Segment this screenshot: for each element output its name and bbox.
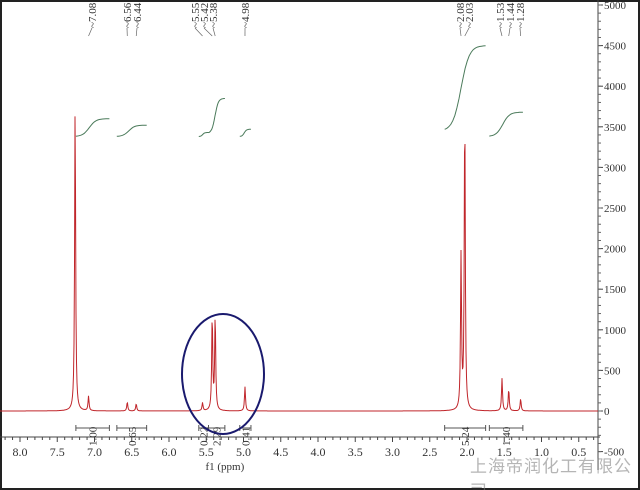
- y-tick-label: 1500: [604, 284, 627, 296]
- peak-label: ~6.56: [122, 2, 134, 28]
- integral-curve: [239, 128, 251, 137]
- integral-label: 0.65: [127, 426, 139, 446]
- x-tick-label: 6.0: [162, 445, 177, 459]
- integral-label: 2.29: [212, 426, 224, 446]
- peak-label: ~1.28: [515, 2, 527, 28]
- x-tick-label: 5.0: [236, 445, 251, 459]
- y-tick-label: 2000: [604, 244, 627, 256]
- peak-label: ~4.98: [240, 2, 252, 28]
- x-tick-label: 3.5: [348, 445, 363, 459]
- x-tick-label: 8.0: [13, 445, 28, 459]
- integral-label: 1.40: [501, 426, 513, 446]
- y-tick-label: 4000: [604, 81, 627, 93]
- y-tick-label: 0: [604, 406, 610, 418]
- x-tick-label: 0.5: [571, 445, 586, 459]
- y-tick-label: -500: [604, 447, 625, 459]
- peak-label: ~2.08: [455, 2, 467, 28]
- peak-label-leader: [519, 27, 521, 37]
- peak-label: ~2.03: [464, 2, 476, 28]
- peak-label-leader: [194, 27, 203, 37]
- peak-label-leader: [212, 27, 216, 37]
- x-tick-label: 7.0: [87, 445, 102, 459]
- y-tick-label: 3500: [604, 122, 627, 134]
- peak-label: ~5.42: [199, 3, 211, 28]
- integral-curve: [208, 98, 225, 134]
- x-tick-label: 6.5: [124, 445, 139, 459]
- y-tick-label: 2500: [604, 203, 627, 215]
- peak-label-leader: [508, 27, 511, 37]
- integral-curve: [444, 45, 486, 130]
- x-tick-label: 1.0: [534, 445, 549, 459]
- integral-curve: [116, 124, 147, 137]
- x-tick-label: 1.5: [497, 445, 512, 459]
- integral-label: 1.00: [88, 426, 100, 446]
- x-tick-label: 4.5: [273, 445, 288, 459]
- peak-label: ~1.53: [495, 2, 507, 28]
- integral-label: 0.41: [240, 427, 252, 446]
- peak-label: ~6.44: [132, 2, 144, 28]
- x-tick-label: 3.0: [385, 445, 400, 459]
- x-tick-label: 5.5: [199, 445, 214, 459]
- x-tick-label: 4.0: [311, 445, 326, 459]
- peak-label-leader: [464, 27, 470, 37]
- peak-label-leader: [88, 27, 93, 37]
- y-tick-label: 1000: [604, 325, 627, 337]
- spectrum-line: [0, 116, 598, 412]
- peak-label-leader: [135, 27, 138, 37]
- x-axis-label: f1 (ppm): [205, 461, 244, 473]
- y-tick-label: 500: [604, 365, 621, 377]
- y-tick-label: 4500: [604, 41, 627, 53]
- highlight-ellipse: [181, 313, 265, 435]
- peak-label-leader: [499, 27, 503, 37]
- peak-label-leader: [459, 27, 462, 37]
- x-tick-label: 2.5: [422, 445, 437, 459]
- integral-curve: [198, 132, 209, 137]
- peak-label: ~7.08: [87, 2, 99, 28]
- x-tick-label: 2.0: [460, 445, 475, 459]
- y-tick-label: 5000: [604, 0, 627, 12]
- watermark: 上海帝润化工有限公司: [470, 457, 632, 490]
- peak-label: ~1.44: [505, 2, 517, 28]
- peak-label: ~5.38: [208, 2, 220, 28]
- integral-label: 5.24: [460, 426, 472, 446]
- y-tick-label: 3000: [604, 162, 627, 174]
- x-tick-label: 7.5: [50, 445, 65, 459]
- integral-label: 0.22: [199, 427, 211, 446]
- integral-curve: [489, 111, 523, 137]
- peak-label-leader: [203, 27, 213, 37]
- peak-label: ~5.55: [190, 2, 202, 28]
- integral-curve: [75, 118, 110, 137]
